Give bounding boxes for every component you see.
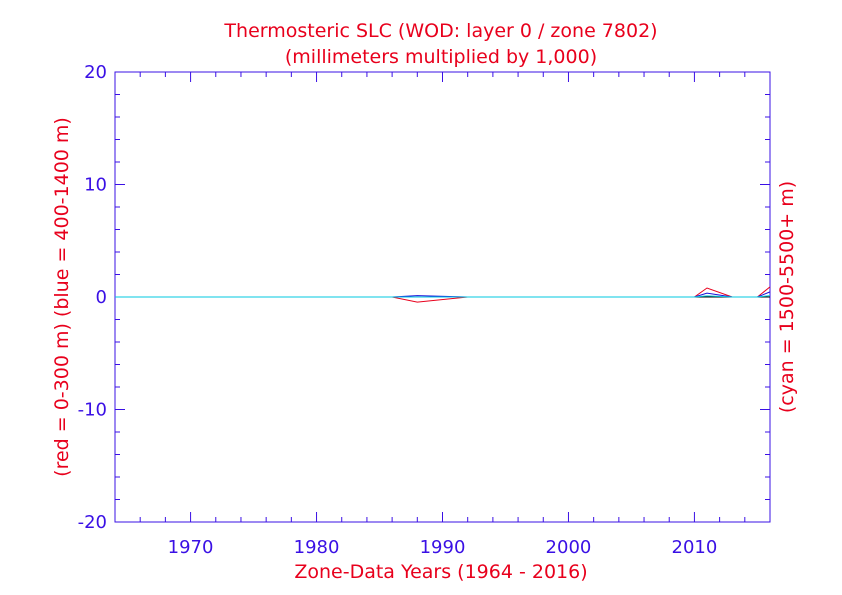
chart-title: Thermosteric SLC (WOD: layer 0 / zone 78…: [223, 20, 657, 42]
y-tick-label: -20: [78, 512, 107, 533]
x-tick-label: 2000: [546, 537, 592, 558]
x-axis-ticks: 1970 1980 1990 2000 2010: [139, 72, 771, 558]
y-tick-label: 20: [84, 62, 107, 83]
series-line-cyan_series: [115, 295, 771, 298]
x-tick-label: 1980: [294, 537, 340, 558]
y-axis-label-left: (red = 0-300 m) (blue = 400-1400 m): [51, 117, 73, 477]
x-tick-label: 1990: [420, 537, 466, 558]
y-tick-label: 0: [96, 287, 107, 308]
x-tick-label: 2010: [672, 537, 718, 558]
series-line-blue_series: [115, 291, 771, 298]
y-axis-label-right: (cyan = 1500-5500+ m): [776, 181, 798, 413]
chart-subtitle: (millimeters multiplied by 1,000): [285, 46, 597, 68]
series-line-red_series: [115, 286, 771, 303]
y-tick-label: 10: [84, 175, 107, 196]
y-tick-label: -10: [78, 400, 107, 421]
x-axis-label: Zone-Data Years (1964 - 2016): [294, 561, 587, 583]
series-layer: [115, 286, 771, 303]
x-tick-label: 1970: [168, 537, 214, 558]
